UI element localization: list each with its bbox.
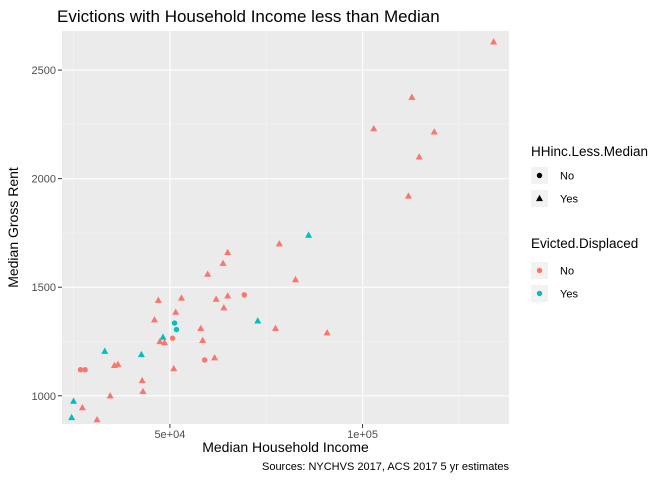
data-point xyxy=(114,360,122,367)
data-point xyxy=(323,329,331,336)
data-point xyxy=(173,326,180,333)
legend-title-shape: HHinc.Less.Median xyxy=(531,144,648,159)
data-point xyxy=(275,240,283,247)
data-point xyxy=(271,324,279,332)
minor-gridlines xyxy=(62,31,509,424)
legend-label: No xyxy=(560,171,574,183)
data-point xyxy=(150,316,158,323)
caption: Sources: NYCHVS 2017, ACS 2017 5 yr esti… xyxy=(262,461,510,473)
data-point xyxy=(292,275,300,283)
data-point xyxy=(154,296,162,303)
legend-key-circle-icon xyxy=(536,172,543,179)
legend-label: No xyxy=(560,266,574,278)
data-point xyxy=(171,320,178,326)
data-point xyxy=(220,304,228,311)
data-point xyxy=(408,93,416,100)
data-point xyxy=(305,231,313,238)
legend-title-color: Evicted.Displaced xyxy=(531,236,638,251)
data-point xyxy=(70,397,78,404)
legend-key-color-icon xyxy=(536,290,543,297)
data-point xyxy=(138,376,146,384)
legends: HHinc.Less.Median No Yes Evicted.Displaced N… xyxy=(531,144,648,302)
data-point xyxy=(159,333,167,340)
data-point xyxy=(415,153,423,160)
data-point xyxy=(68,413,76,421)
y-axis-title: Median Gross Rent xyxy=(5,167,21,288)
data-point xyxy=(169,335,176,341)
data-point xyxy=(199,336,207,343)
data-point xyxy=(224,248,232,256)
data-point xyxy=(160,338,169,346)
data-point xyxy=(490,38,498,45)
data-point xyxy=(139,387,147,395)
data-point xyxy=(170,364,178,372)
data-point xyxy=(219,259,227,266)
major-gridlines xyxy=(62,31,509,424)
legend-key-triangle-icon xyxy=(535,194,544,202)
legend-label: Yes xyxy=(560,194,578,206)
data-point xyxy=(212,295,220,302)
y-axis-ticks: 1000 1500 2000 2500 xyxy=(32,65,62,403)
y-tick-label: 2000 xyxy=(32,174,56,186)
data-point xyxy=(77,367,84,373)
y-tick-label: 1500 xyxy=(32,282,56,294)
data-point xyxy=(201,357,208,363)
data-point xyxy=(241,292,247,298)
data-point xyxy=(82,367,88,373)
x-axis-ticks: 5e+04 1e+05 xyxy=(154,424,378,441)
x-tick-label: 1e+05 xyxy=(347,429,378,441)
data-point xyxy=(177,294,185,301)
y-tick-label: 2500 xyxy=(32,65,56,77)
data-point xyxy=(404,192,412,199)
data-point xyxy=(93,415,101,423)
data-point xyxy=(172,308,180,315)
data-point xyxy=(224,292,232,299)
data-point xyxy=(106,392,114,399)
data-point xyxy=(370,125,378,132)
data-point xyxy=(78,404,86,411)
data-point xyxy=(204,270,212,277)
y-tick-label: 1000 xyxy=(32,391,56,403)
legend-key-color-icon xyxy=(536,267,543,274)
data-point xyxy=(211,354,219,361)
legend-label: Yes xyxy=(560,289,578,301)
plot-panel xyxy=(62,31,509,424)
data-point xyxy=(156,337,164,345)
data-points xyxy=(68,38,498,423)
data-point xyxy=(101,347,109,354)
chart-title: Evictions with Household Income less tha… xyxy=(57,7,440,26)
x-axis-title: Median Household Income xyxy=(202,439,369,455)
data-point xyxy=(197,324,205,332)
data-point xyxy=(254,317,262,324)
x-tick-label: 5e+04 xyxy=(154,429,185,441)
data-point xyxy=(137,350,145,358)
data-point xyxy=(430,128,438,135)
